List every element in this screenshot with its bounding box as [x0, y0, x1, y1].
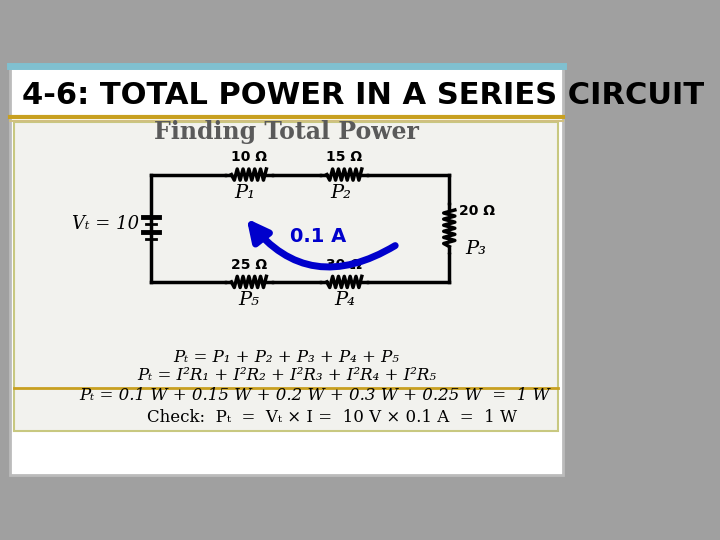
Text: P₂: P₂ [330, 184, 351, 202]
Text: P₅: P₅ [238, 292, 259, 309]
Text: 15 Ω: 15 Ω [326, 150, 362, 164]
Text: Pₜ = 0.1 W + 0.15 W + 0.2 W + 0.3 W + 0.25 W  =  1 W: Pₜ = 0.1 W + 0.15 W + 0.2 W + 0.3 W + 0.… [79, 387, 550, 404]
Text: P₃: P₃ [465, 240, 486, 258]
Text: P₁: P₁ [235, 184, 256, 202]
Text: 4-6: TOTAL POWER IN A SERIES CIRCUIT: 4-6: TOTAL POWER IN A SERIES CIRCUIT [22, 80, 704, 110]
Text: 30 Ω: 30 Ω [326, 258, 362, 272]
FancyBboxPatch shape [14, 122, 558, 430]
Text: Check:  Pₜ  =  Vₜ × I =  10 V × 0.1 A  =  1 W: Check: Pₜ = Vₜ × I = 10 V × 0.1 A = 1 W [147, 409, 517, 426]
Text: 20 Ω: 20 Ω [459, 204, 495, 218]
Text: Pₜ = P₁ + P₂ + P₃ + P₄ + P₅: Pₜ = P₁ + P₂ + P₃ + P₄ + P₅ [174, 349, 399, 366]
Text: P₄: P₄ [334, 292, 355, 309]
Text: Finding Total Power: Finding Total Power [154, 120, 419, 144]
Text: 0.1 A: 0.1 A [290, 227, 346, 246]
Text: Pₜ = I²R₁ + I²R₂ + I²R₃ + I²R₄ + I²R₅: Pₜ = I²R₁ + I²R₂ + I²R₃ + I²R₄ + I²R₅ [137, 367, 436, 384]
FancyBboxPatch shape [9, 65, 563, 475]
FancyArrowPatch shape [251, 225, 395, 267]
Text: Vₜ = 10: Vₜ = 10 [72, 215, 139, 233]
Text: 25 Ω: 25 Ω [231, 258, 267, 272]
Text: 10 Ω: 10 Ω [231, 150, 267, 164]
